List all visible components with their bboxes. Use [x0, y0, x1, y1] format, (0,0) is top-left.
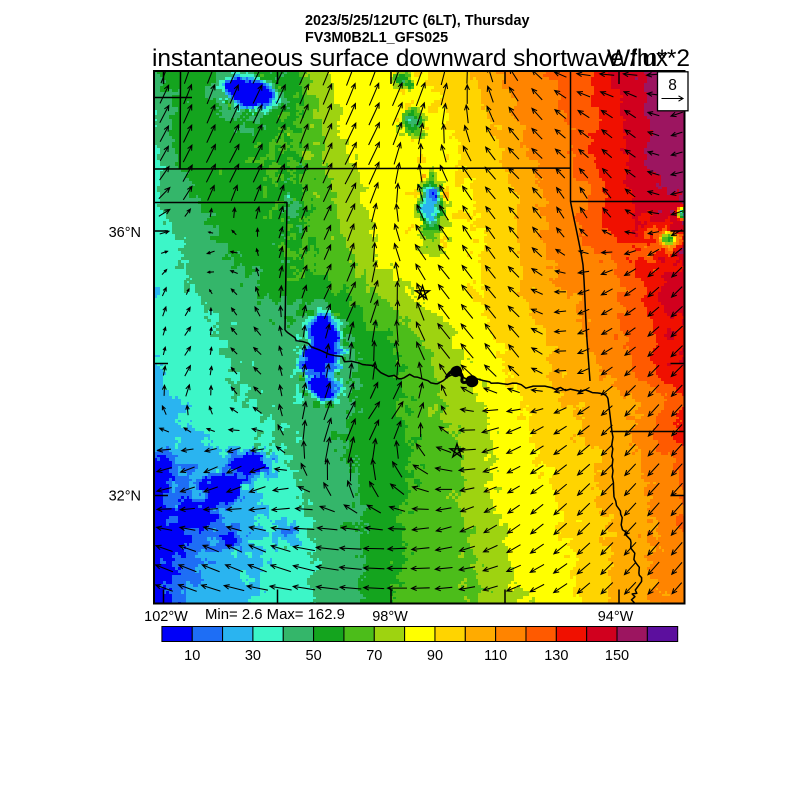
svg-text:130: 130 — [544, 648, 568, 664]
svg-text:98°W: 98°W — [372, 609, 408, 625]
svg-text:30: 30 — [245, 648, 261, 664]
svg-text:50: 50 — [306, 648, 322, 664]
svg-text:10: 10 — [184, 648, 200, 664]
svg-text:36°N: 36°N — [109, 225, 141, 241]
svg-text:2023/5/25/12UTC (6LT), Thursda: 2023/5/25/12UTC (6LT), Thursday — [305, 13, 529, 29]
svg-text:110: 110 — [484, 648, 507, 664]
svg-text:150: 150 — [605, 648, 629, 664]
svg-text:instantaneous surface downward: instantaneous surface downward shortwave… — [152, 45, 668, 72]
svg-text:94°W: 94°W — [598, 609, 634, 625]
svg-text:Min= 2.6 Max= 162.9: Min= 2.6 Max= 162.9 — [205, 607, 345, 623]
svg-text:70: 70 — [366, 648, 382, 664]
svg-text:90: 90 — [427, 648, 443, 664]
svg-text:102°W: 102°W — [144, 609, 188, 625]
svg-text:32°N: 32°N — [109, 489, 141, 505]
svg-text:W/m**2: W/m**2 — [607, 45, 690, 72]
svg-text:8: 8 — [668, 77, 677, 94]
svg-text:FV3M0B2L1_GFS025: FV3M0B2L1_GFS025 — [305, 30, 448, 46]
